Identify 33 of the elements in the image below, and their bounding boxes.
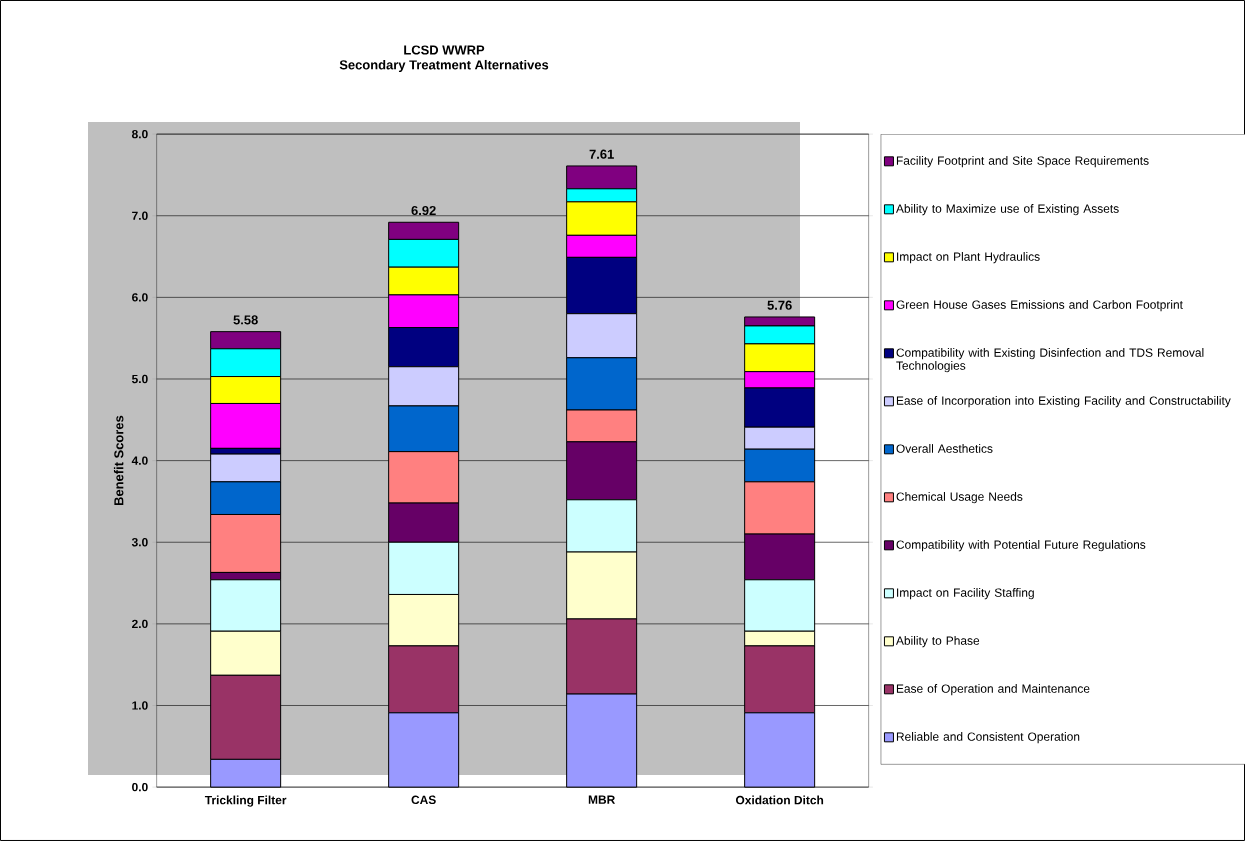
total-label: 5.76 <box>767 300 792 310</box>
y-tick-label: 5.0 <box>131 374 148 384</box>
legend-label: Facility Footprint and Site Space Requirements <box>896 156 1149 168</box>
legend-label: Impact on Facility Staffing <box>897 588 1034 600</box>
legend-label: Chemical Usage Needs <box>896 492 1023 504</box>
total-label: 7.61 <box>589 149 614 159</box>
y-tick-label: 8.0 <box>131 129 148 139</box>
chart-title: LCSD WWRP <box>404 45 485 55</box>
y-tick-label: 6.0 <box>132 293 148 302</box>
y-axis-title: Benefit Scores <box>113 415 124 506</box>
legend-label: Overall Aesthetics <box>896 444 993 453</box>
legend-label: Impact on Plant Hydraulics <box>897 252 1040 264</box>
legend-label: Green House Gases Emissions and Carbon Footprint <box>896 300 1183 312</box>
x-tick-label: MBR <box>588 795 616 804</box>
legend-label: Ability to Maximize use of Existing Assets <box>895 204 1119 216</box>
legend-label: Reliable and Consistent Operation <box>896 732 1080 744</box>
y-tick-label: 1.0 <box>132 701 148 710</box>
total-label: 5.58 <box>233 315 258 325</box>
legend-label: Ease of Operation and Maintenance <box>896 684 1090 696</box>
legend-label: Compatibility with Potential Future Regulations <box>896 540 1146 552</box>
x-tick-label: Oxidation Ditch <box>735 795 824 805</box>
y-tick-label: 0.0 <box>132 782 148 792</box>
x-tick-label: Trickling Filter <box>204 795 287 807</box>
total-label: 6.92 <box>411 205 436 216</box>
legend-label: Compatibility with Existing Disinfection and TDS Removal Technologies <box>896 348 1204 373</box>
y-tick-label: 7.0 <box>132 211 148 220</box>
legend-label: Ability to Phase <box>895 636 980 648</box>
chart-subtitle: Secondary Treatment Alternatives <box>339 59 549 73</box>
legend-label: Ease of Incorporation into Existing Facility and Constructability <box>896 396 1231 408</box>
y-tick-label: 2.0 <box>132 619 148 629</box>
y-tick-label: 4.0 <box>131 456 148 465</box>
x-tick-label: CAS <box>411 795 436 805</box>
y-tick-label: 3.0 <box>131 538 148 547</box>
